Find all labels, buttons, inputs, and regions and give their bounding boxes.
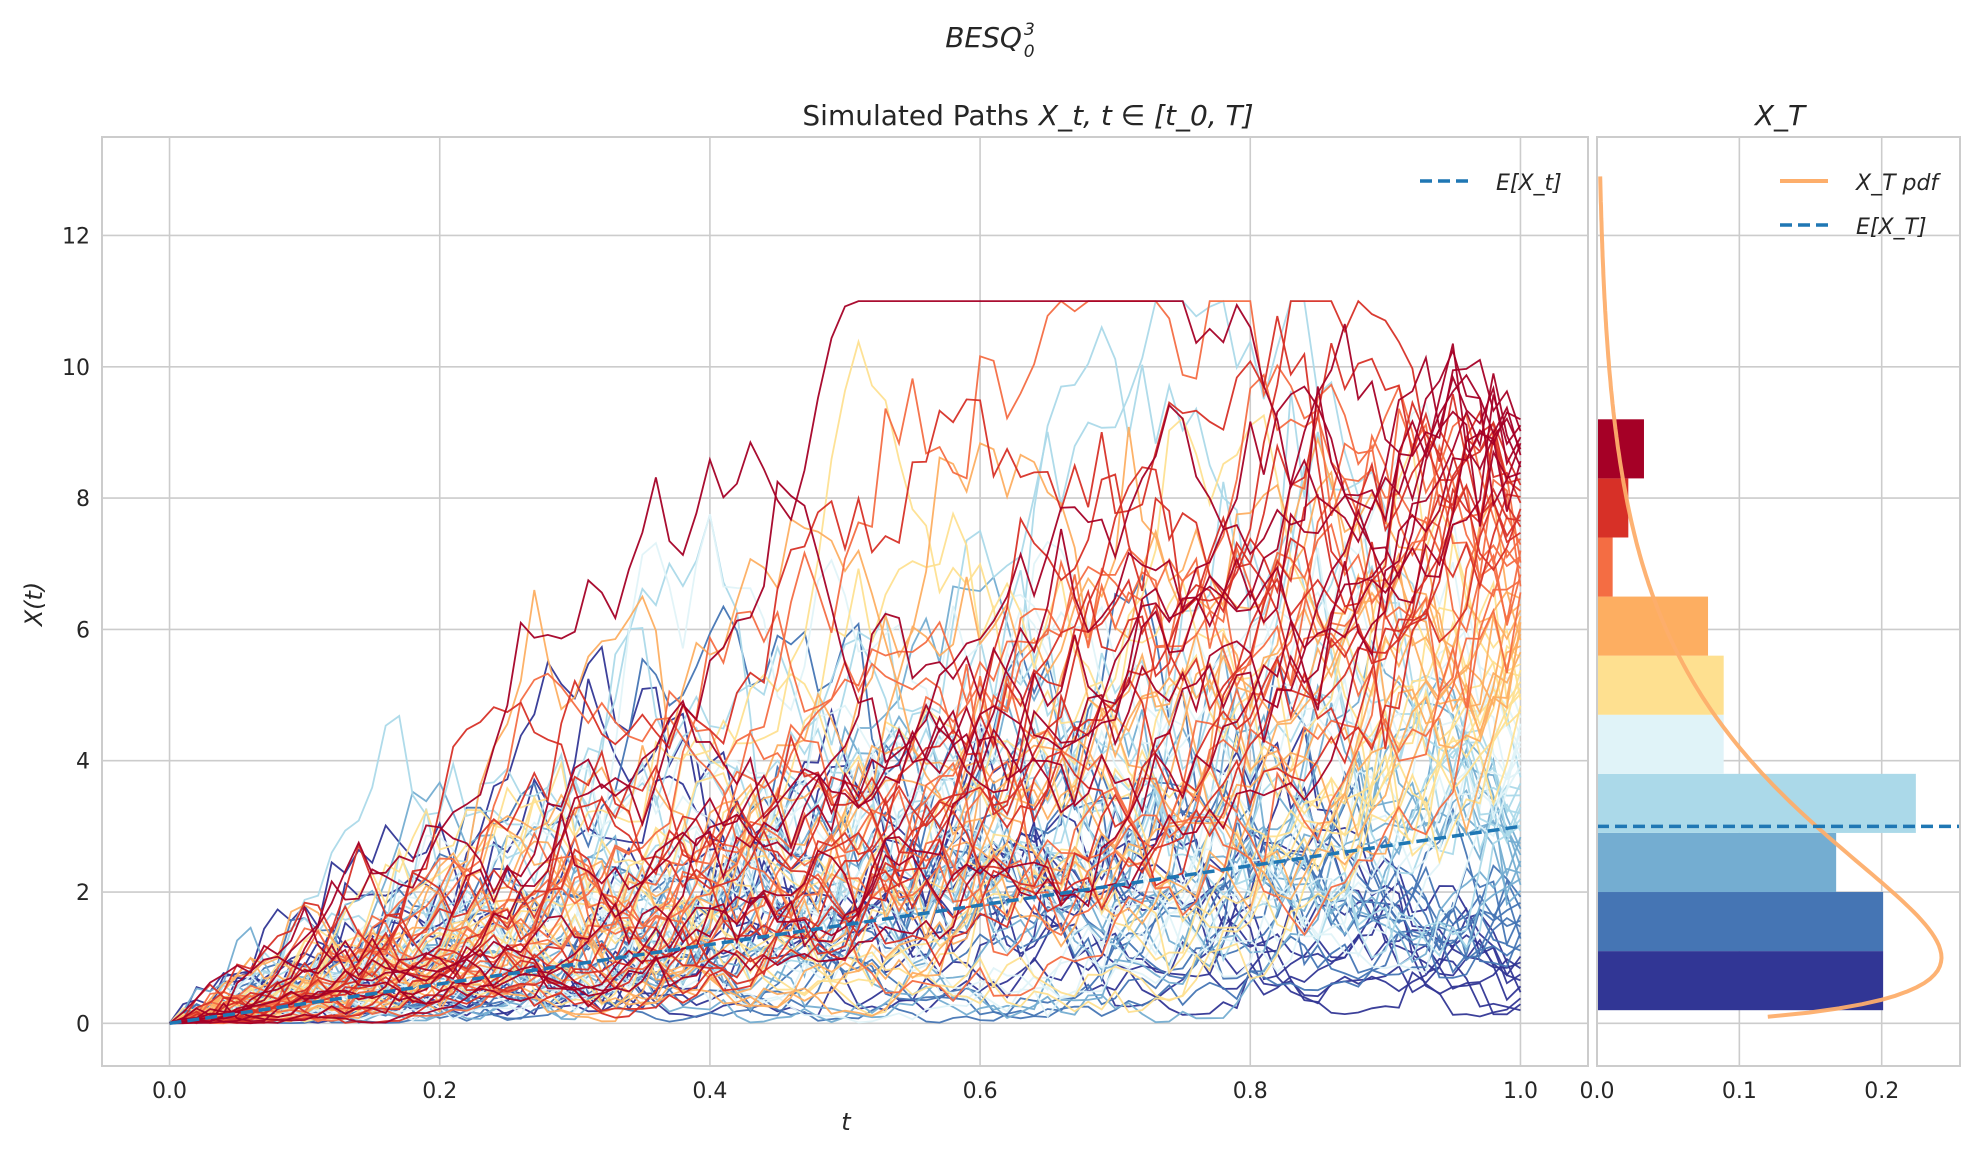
suptitle-superscript: 3 [1024,20,1035,40]
y-tick-label: 10 [62,356,90,381]
paths-title-text: Simulated Paths [802,99,1029,132]
histogram-x-ticks: 0.0 0.1 0.2 [1580,1079,1900,1104]
histogram-bar [1597,832,1837,893]
simulated-path [169,478,1522,1025]
simulated-path [169,589,1522,1025]
suptitle-text: BESQ [945,21,1022,54]
simulated-path [169,410,1521,1025]
histogram-frame [1596,136,1961,1067]
simulated-path [169,342,1521,1025]
simulated-path [169,708,1521,1025]
histogram-bar [1597,537,1613,597]
histogram-title: X_T [1753,99,1807,132]
y-tick-label: 4 [76,750,90,775]
x-tick-label: 1.0 [1503,1079,1538,1104]
simulated-path [169,420,1522,1025]
y-tick-label: 6 [76,618,90,643]
simulated-path [169,426,1522,1025]
pdf-curve [1598,176,1944,1019]
simulated-path [169,411,1521,1025]
paths-legend: E[X_t] [1420,171,1562,196]
histogram-panel: 0.0 0.1 0.2 X_T X_T pdf E[X_T] [1580,99,1961,1104]
paths-title: Simulated Paths X_t, t ∈ [t_0, T] [802,99,1253,132]
hist-x-tick-label: 0.0 [1580,1079,1615,1104]
simulated-path [168,394,1522,1024]
hist-x-tick-label: 0.2 [1864,1079,1899,1104]
simulated-path [169,299,1522,1025]
legend-mean-label: E[X_t] [1496,171,1562,196]
simulated-path [169,765,1522,1025]
simulated-paths [168,299,1522,1025]
hist-x-tick-label: 0.1 [1722,1079,1757,1104]
simulated-path [169,437,1522,1025]
simulated-path [169,513,1522,1025]
y-tick-label: 8 [76,487,90,512]
histogram-bar [1597,596,1709,656]
histogram-bar [1597,714,1724,774]
simulated-path [169,323,1522,1025]
simulated-path [169,315,1522,1025]
legend-terminal-mean-label: E[X_T] [1856,215,1927,240]
histogram-bar [1597,773,1916,833]
simulated-path [169,373,1522,1025]
histogram-bar [1597,892,1884,952]
x-axis-label: t [841,1108,852,1136]
simulated-path [169,592,1522,1025]
simulated-path [169,645,1521,1025]
x-tick-label: 0.6 [963,1079,998,1104]
simulated-path [169,579,1522,1025]
x-tick-label: 0.8 [1233,1079,1268,1104]
suptitle-subscript: 0 [1024,42,1035,62]
simulated-path [169,373,1522,1025]
x-tick-label: 0.4 [692,1079,727,1104]
histogram-legend: X_T pdf E[X_T] [1780,171,1941,240]
legend-pdf-label: X_T pdf [1855,171,1941,196]
simulated-path [169,373,1522,1025]
simulated-path [169,383,1522,1025]
simulated-path [169,358,1522,1025]
x-tick-label: 0.2 [422,1079,457,1104]
simulated-path [169,299,1522,1025]
y-axis-label: X(t) [20,582,48,629]
paths-panel: 0.0 0.2 0.4 0.6 0.8 1.0 0 2 4 6 8 10 12 Simulated P… [20,99,1589,1136]
simulated-path [169,498,1522,1025]
x-tick-label: 0.0 [152,1079,187,1104]
y-tick-label: 2 [76,881,90,906]
y-tick-label: 12 [62,224,90,249]
simulated-path [169,324,1522,1025]
paths-grid [102,137,1588,1066]
paths-y-ticks: 0 2 4 6 8 10 12 [62,224,90,1037]
y-tick-label: 0 [76,1012,90,1037]
paths-frame [101,136,1589,1067]
simulated-path [169,510,1522,1025]
paths-x-ticks: 0.0 0.2 0.4 0.6 0.8 1.0 [152,1079,1538,1104]
histogram-bar [1597,655,1724,715]
simulated-path [169,663,1521,1025]
simulated-path [169,575,1522,1025]
simulated-path [169,300,1522,1025]
simulated-path [169,354,1522,1025]
figure-suptitle: BESQ 3 0 [945,20,1035,62]
expectation-line [169,824,1521,1026]
paths-title-math: X_t, t ∈ [t_0, T] [1037,99,1254,132]
histogram-bar [1597,951,1884,1011]
simulated-path [169,338,1522,1025]
